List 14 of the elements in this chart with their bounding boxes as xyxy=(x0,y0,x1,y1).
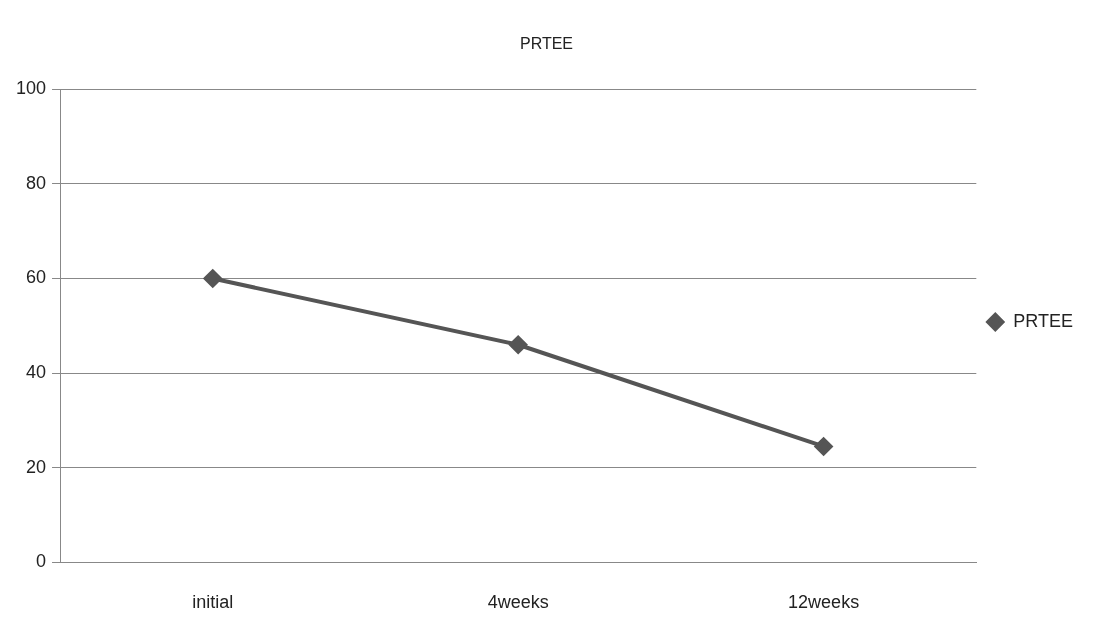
chart-title: PRTEE xyxy=(519,35,574,53)
y-tick-label: 20 xyxy=(26,456,47,477)
y-tick-label: 40 xyxy=(26,362,47,383)
y-tick-label: 80 xyxy=(26,172,47,193)
x-tick-label: 4weeks xyxy=(487,592,549,613)
y-tick-label: 0 xyxy=(36,551,47,572)
point xyxy=(509,335,528,354)
legend-label: PRTEE xyxy=(1013,310,1073,331)
point xyxy=(814,437,833,456)
x-tick-label: initial xyxy=(192,592,234,613)
y-tick-label: 100 xyxy=(15,78,47,99)
point xyxy=(203,269,222,288)
y-tick-label: 60 xyxy=(26,267,47,288)
x-tick-label: 12weeks xyxy=(788,592,860,613)
